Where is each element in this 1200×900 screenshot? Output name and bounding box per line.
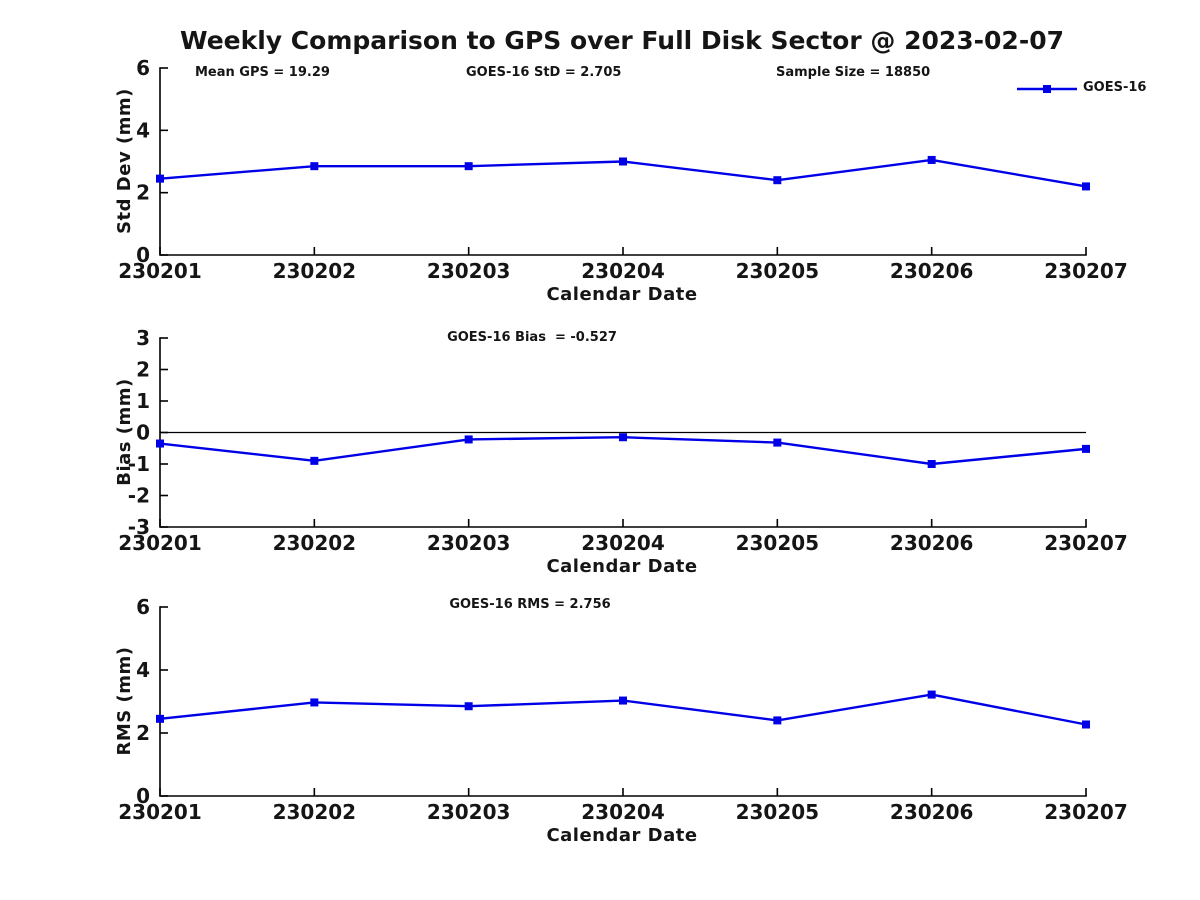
y-tick-label: -1 <box>128 452 150 476</box>
x-tick-label: 230201 <box>118 531 202 555</box>
x-axis-label-rms: Calendar Date <box>546 825 698 846</box>
x-tick-label: 230204 <box>581 800 665 824</box>
y-tick-label: 0 <box>136 421 150 445</box>
subplot-bias: -3 -2 -1 0 1 2 3 230201 230202 230203 230204 230205… <box>118 326 1128 555</box>
data-point-marker <box>464 702 473 711</box>
y-tick-label: 0 <box>136 784 150 808</box>
data-point-marker <box>310 162 319 171</box>
x-tick-label: 230206 <box>890 531 974 555</box>
y-tick-label: 2 <box>136 181 150 205</box>
y-tick-label: 3 <box>136 326 150 350</box>
x-tick-label: 230202 <box>273 800 357 824</box>
data-point-marker <box>773 716 782 725</box>
data-point-marker <box>773 438 782 447</box>
data-point-marker <box>156 714 164 723</box>
y-tick-label: 2 <box>136 721 150 745</box>
x-tick-label: 230201 <box>118 800 202 824</box>
annotation-goes16-std: GOES-16 StD = 2.705 <box>466 65 622 80</box>
x-tick-label: 230204 <box>581 259 665 283</box>
annotation-sample-size: Sample Size = 18850 <box>776 65 931 80</box>
x-tick-label: 230203 <box>427 259 511 283</box>
legend-marker-sample <box>1043 85 1051 93</box>
y-axis-label-stddev: Std Dev (mm) <box>114 88 135 234</box>
data-point-marker <box>927 460 936 468</box>
x-tick-label: 230202 <box>273 259 357 283</box>
data-point-marker <box>619 157 627 166</box>
data-point-marker <box>464 435 473 444</box>
data-point-marker <box>619 696 627 705</box>
subplot-rms: 0 2 4 6 230201 230202 230203 230204 230205 230206… <box>118 595 1128 824</box>
page-title: Weekly Comparison to GPS over Full Disk … <box>180 26 1064 55</box>
data-point-marker <box>927 155 936 164</box>
legend-label: GOES-16 <box>1083 80 1147 95</box>
annotation-mean-gps: Mean GPS = 19.29 <box>195 65 330 80</box>
x-tick-label: 230205 <box>736 259 820 283</box>
series-line-goes-16 <box>159 436 1087 466</box>
data-point-marker <box>927 690 936 699</box>
x-tick-label: 230207 <box>1044 531 1128 555</box>
y-tick-label: 6 <box>136 595 150 619</box>
x-tick-label: 230206 <box>890 800 974 824</box>
y-tick-label: 0 <box>136 243 150 267</box>
x-tick-label: 230205 <box>736 800 820 824</box>
x-tick-label: 230204 <box>581 531 665 555</box>
y-tick-label: -3 <box>128 515 150 539</box>
annotation-goes16-bias: GOES-16 Bias = -0.527 <box>447 330 617 345</box>
data-point-marker <box>773 176 782 185</box>
data-point-marker <box>1082 182 1090 191</box>
subplot-std-dev: 0 2 4 6 230201 230202 230203 230204 230205 230206… <box>118 56 1128 283</box>
data-point-marker <box>156 174 164 183</box>
x-tick-label: 230205 <box>736 531 820 555</box>
data-point-marker <box>619 433 627 442</box>
x-tick-label: 230207 <box>1044 259 1128 283</box>
x-tick-label: 230207 <box>1044 800 1128 824</box>
y-axis-label-bias: Bias (mm) <box>114 378 135 486</box>
data-point-marker <box>1082 444 1090 453</box>
y-axis-label-rms: RMS (mm) <box>114 646 135 756</box>
y-tick-label: 1 <box>136 389 150 413</box>
y-tick-label: 6 <box>136 56 150 80</box>
data-point-marker <box>310 456 319 465</box>
data-point-marker <box>1082 720 1090 729</box>
x-tick-label: 230203 <box>427 531 511 555</box>
x-axis-label-bias: Calendar Date <box>546 556 698 577</box>
x-tick-label: 230203 <box>427 800 511 824</box>
y-tick-label: 2 <box>136 358 150 382</box>
y-tick-label: 4 <box>136 118 150 142</box>
y-tick-label: -2 <box>128 484 150 508</box>
data-point-marker <box>310 698 319 707</box>
data-point-marker <box>464 162 473 171</box>
x-axis-label-stddev: Calendar Date <box>546 284 698 305</box>
x-tick-label: 230202 <box>273 531 357 555</box>
data-point-marker <box>156 439 164 448</box>
x-tick-label: 230206 <box>890 259 974 283</box>
y-tick-label: 4 <box>136 658 150 682</box>
annotation-goes16-rms: GOES-16 RMS = 2.756 <box>449 597 611 612</box>
x-tick-label: 230201 <box>118 259 202 283</box>
